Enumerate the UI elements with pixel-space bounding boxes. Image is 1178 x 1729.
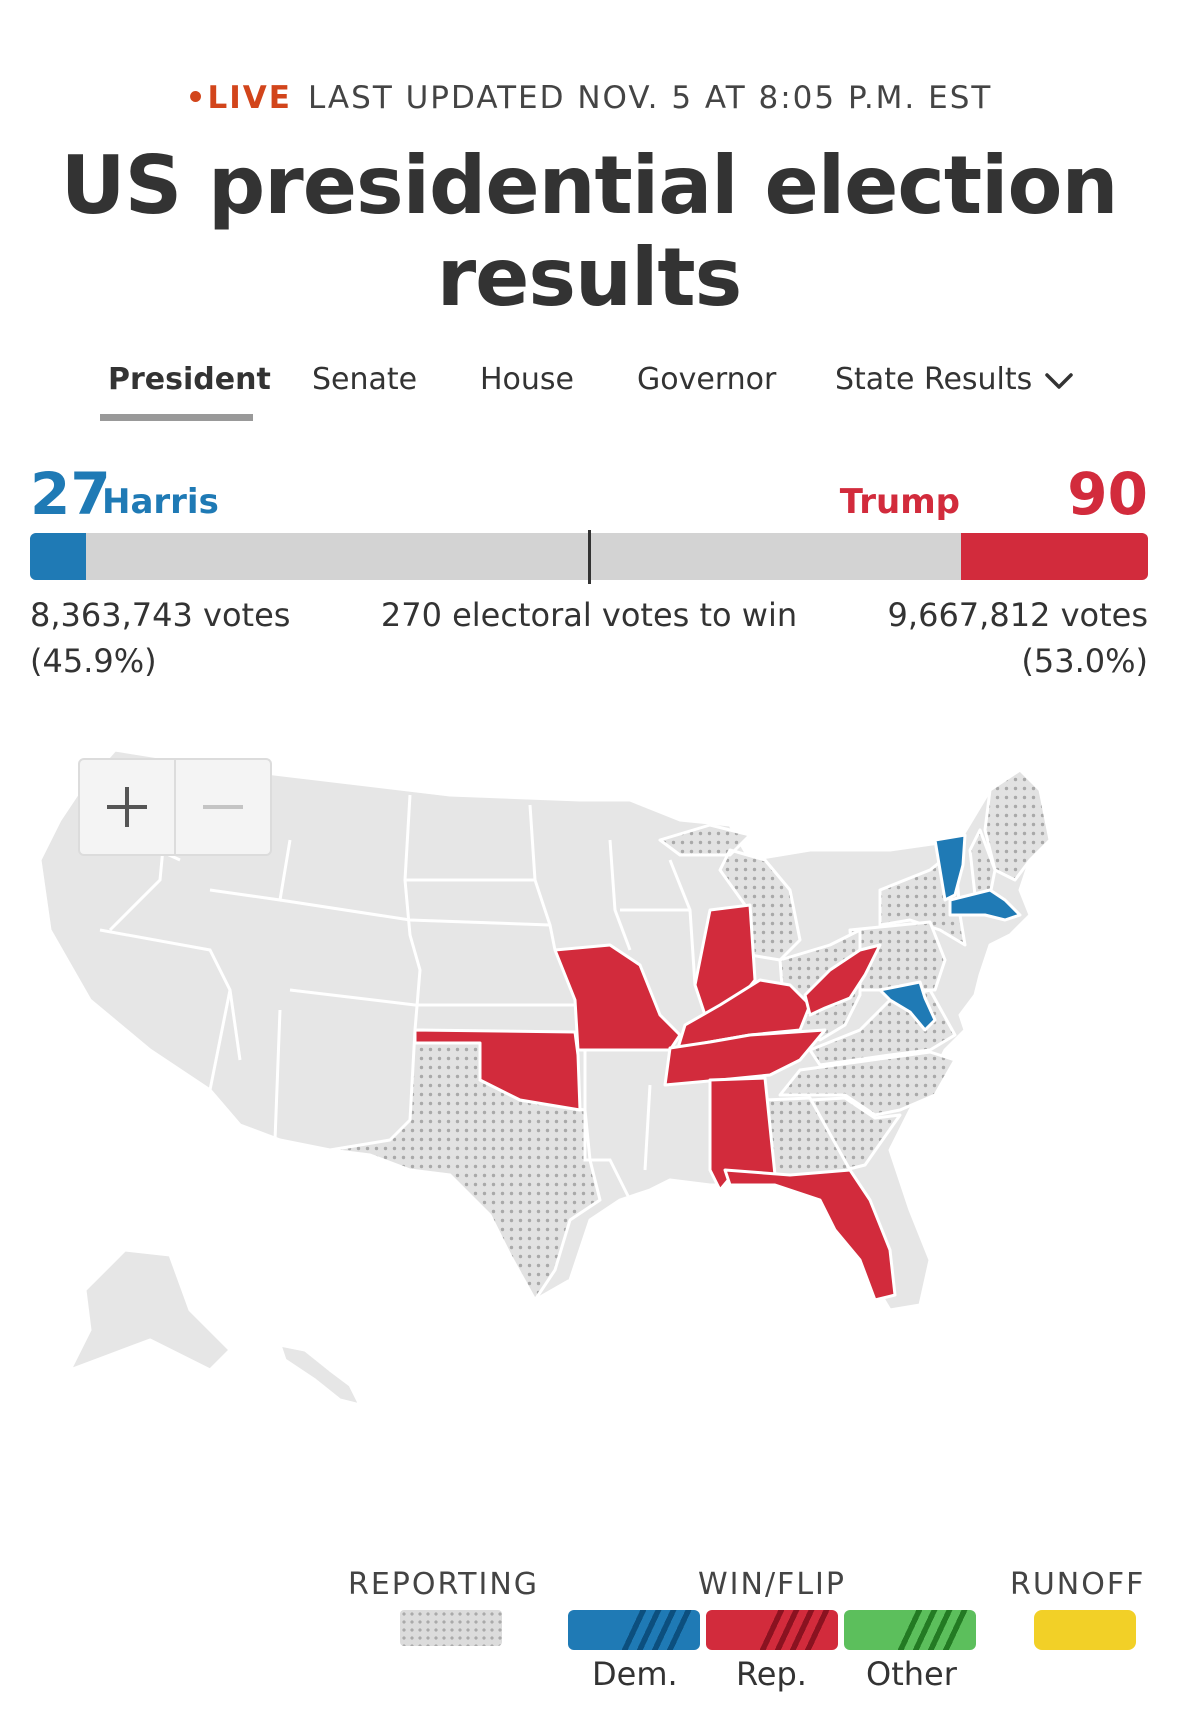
legend-dem-label: Dem.: [592, 1655, 678, 1693]
tab-state-results-label: State Results: [835, 362, 1033, 397]
legend-runoff-swatch: [1034, 1610, 1136, 1650]
dem-bar-segment: [30, 533, 86, 580]
last-updated: LAST UPDATED NOV. 5 AT 8:05 P.M. EST: [307, 80, 993, 116]
legend-rep-label: Rep.: [736, 1655, 807, 1693]
state-michigan: [658, 823, 802, 962]
legend-other-swatch: [844, 1610, 976, 1650]
trump-electoral-votes: 90: [1067, 460, 1148, 528]
rep-votes-count: 9,667,812 votes: [887, 596, 1148, 634]
rep-popular-vote: 9,667,812 votes (53.0%): [888, 592, 1148, 684]
us-election-map[interactable]: [30, 730, 1148, 1450]
minus-icon: [203, 805, 243, 809]
tab-house[interactable]: House: [480, 362, 575, 397]
legend-reporting-swatch: [400, 1610, 502, 1646]
state-borders: [99, 774, 697, 1201]
map-zoom-controls: [78, 758, 272, 856]
live-label: LIVE: [207, 80, 292, 116]
state-tennessee[interactable]: [663, 1028, 827, 1087]
legend-reporting-heading: REPORTING: [348, 1567, 540, 1602]
tab-state-results[interactable]: State Results: [835, 362, 1074, 397]
dem-votes-pct: (45.9%): [30, 642, 157, 680]
win-threshold-marker: [588, 530, 591, 584]
state-florida[interactable]: [723, 1168, 897, 1302]
harris-name: Harris: [102, 482, 219, 522]
legend-win-flip-heading: WIN/FLIP: [698, 1567, 846, 1602]
state-oklahoma[interactable]: [413, 1028, 582, 1112]
rep-bar-segment: [961, 533, 1148, 580]
tab-governor[interactable]: Governor: [637, 362, 777, 397]
state-vermont[interactable]: [933, 833, 967, 902]
plus-icon: [107, 787, 147, 827]
live-dot: •: [185, 80, 208, 116]
chevron-down-icon: [1045, 372, 1074, 389]
zoom-in-button[interactable]: [80, 760, 176, 854]
legend-other-label: Other: [866, 1655, 957, 1693]
state-maine: [983, 768, 1052, 882]
votes-to-win: 270 electoral votes to win: [380, 596, 798, 634]
legend-runoff-heading: RUNOFF: [1010, 1567, 1146, 1602]
state-north-carolina: [778, 1050, 957, 1117]
tab-senate[interactable]: Senate: [312, 362, 418, 397]
dem-votes-count: 8,363,743 votes: [30, 596, 291, 634]
trump-name: Trump: [839, 482, 960, 522]
zoom-out-button[interactable]: [176, 760, 270, 854]
hawaii: [278, 1343, 362, 1407]
state-massachusetts[interactable]: [948, 888, 1022, 922]
active-tab-indicator: [100, 414, 253, 421]
legend-rep-swatch: [706, 1610, 838, 1650]
state-missouri[interactable]: [553, 943, 682, 1052]
rep-votes-pct: (53.0%): [1021, 642, 1148, 680]
state-maryland[interactable]: [878, 980, 937, 1032]
tab-president[interactable]: President: [108, 362, 271, 397]
harris-electoral-votes: 27: [30, 460, 111, 528]
dem-popular-vote: 8,363,743 votes (45.9%): [30, 592, 290, 684]
page-title: US presidential election results: [60, 139, 1119, 324]
state-west-virginia[interactable]: [803, 943, 882, 1017]
legend-dem-swatch: [568, 1610, 700, 1650]
alaska: [68, 1248, 232, 1372]
live-status-line: •LIVE LAST UPDATED NOV. 5 AT 8:05 P.M. ES…: [0, 80, 1178, 116]
